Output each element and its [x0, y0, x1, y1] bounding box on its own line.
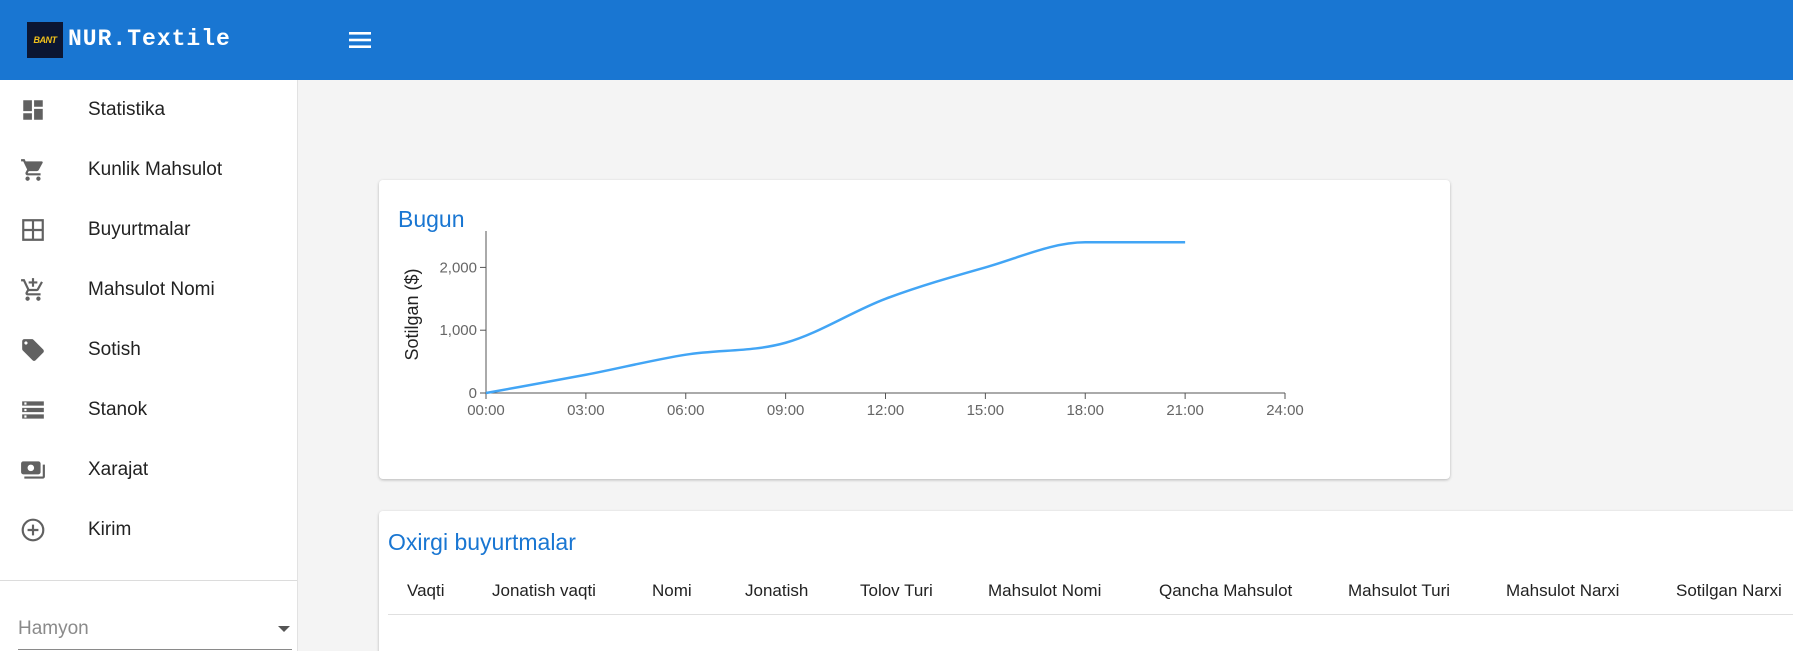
- sidebar-item-statistika[interactable]: Statistika: [0, 80, 297, 140]
- column-header-sotilgan-narxi[interactable]: Sotilgan Narxi: [1676, 581, 1782, 600]
- grid-icon: [18, 215, 48, 245]
- storage-icon: [18, 395, 48, 425]
- column-header-mahsulot-narxi[interactable]: Mahsulot Narxi: [1506, 581, 1620, 600]
- column-header-mahsulot-turi[interactable]: Mahsulot Turi: [1348, 581, 1451, 600]
- sidebar-item-kirim[interactable]: Kirim: [0, 500, 297, 560]
- wallet-select-placeholder: Hamyon: [18, 618, 89, 639]
- tag-icon: [18, 335, 48, 365]
- column-header-vaqti[interactable]: Vaqti: [407, 581, 445, 600]
- table-header-divider: [388, 614, 1793, 615]
- y-tick-label: 1,000: [439, 322, 477, 339]
- sidebar-item-label: Statistika: [88, 99, 166, 120]
- sidebar-item-label: Stanok: [88, 399, 148, 420]
- sidebar-item-label: Kirim: [88, 519, 132, 540]
- sidebar-item-kunlik-mahsulot[interactable]: Kunlik Mahsulot: [0, 140, 297, 200]
- brand-logo: BANT: [27, 22, 63, 58]
- x-tick-label: 21:00: [1166, 402, 1204, 419]
- x-tick-label: 00:00: [467, 402, 505, 419]
- sidebar-item-label: Xarajat: [88, 459, 149, 480]
- sales-line-chart: 00:00 03:00 06:00 09:00 12:00 15:00 18:00 21:00…: [402, 231, 1304, 419]
- sidebar: Statistika Kunlik Mahsulot Buyurtmalar M…: [0, 80, 298, 651]
- add-circle-icon: [18, 515, 48, 545]
- x-tick-label: 15:00: [967, 402, 1005, 419]
- sidebar-item-label: Sotish: [88, 339, 141, 360]
- x-tick-label: 06:00: [667, 402, 705, 419]
- chart-title: Bugun: [398, 206, 465, 232]
- x-tick-label: 24:00: [1266, 402, 1304, 419]
- sidebar-item-mahsulot-nomi[interactable]: Mahsulot Nomi: [0, 260, 297, 320]
- column-header-qancha-mahsulot[interactable]: Qancha Mahsulot: [1159, 581, 1293, 600]
- x-tick-label: 09:00: [767, 402, 805, 419]
- logo-text: BANT: [33, 35, 58, 45]
- add-to-cart-icon: [18, 275, 48, 305]
- sidebar-item-label: Buyurtmalar: [88, 219, 191, 240]
- orders-title: Oxirgi buyurtmalar: [388, 529, 576, 555]
- y-tick-label: 2,000: [439, 259, 477, 276]
- app-bar: BANT NUR.Textile: [0, 0, 1793, 80]
- column-header-tolov-turi[interactable]: Tolov Turi: [860, 581, 933, 600]
- sidebar-divider: [0, 580, 297, 581]
- sidebar-item-sotish[interactable]: Sotish: [0, 320, 297, 380]
- sidebar-item-stanok[interactable]: Stanok: [0, 380, 297, 440]
- recent-orders-card: Oxirgi buyurtmalar Vaqti Jonatish vaqti …: [379, 511, 1793, 651]
- shopping-cart-icon: [18, 155, 48, 185]
- y-tick-label: 0: [469, 385, 477, 402]
- money-icon: [18, 455, 48, 485]
- x-tick-label: 18:00: [1066, 402, 1104, 419]
- today-chart-card: Bugun 00:00 03:00 06:00 09:00 12:00 15:00 18:0…: [379, 180, 1450, 479]
- wallet-select[interactable]: Hamyon: [18, 610, 292, 650]
- dashboard-icon: [18, 95, 48, 125]
- column-header-jonatish-vaqti[interactable]: Jonatish vaqti: [492, 581, 596, 600]
- brand-title: NUR.Textile: [68, 26, 231, 52]
- y-axis-label: Sotilgan ($): [402, 268, 422, 360]
- sidebar-item-label: Kunlik Mahsulot: [88, 159, 223, 180]
- sidebar-item-xarajat[interactable]: Xarajat: [0, 440, 297, 500]
- x-tick-label: 03:00: [567, 402, 605, 419]
- column-header-nomi[interactable]: Nomi: [652, 581, 692, 600]
- sidebar-item-label: Mahsulot Nomi: [88, 279, 215, 300]
- series-line: [485, 241, 1186, 395]
- sidebar-item-buyurtmalar[interactable]: Buyurtmalar: [0, 200, 297, 260]
- chevron-down-icon: [278, 626, 290, 632]
- column-header-mahsulot-nomi[interactable]: Mahsulot Nomi: [988, 581, 1102, 600]
- x-tick-label: 12:00: [867, 402, 905, 419]
- column-header-jonatish[interactable]: Jonatish: [745, 581, 809, 600]
- menu-icon[interactable]: [344, 26, 378, 54]
